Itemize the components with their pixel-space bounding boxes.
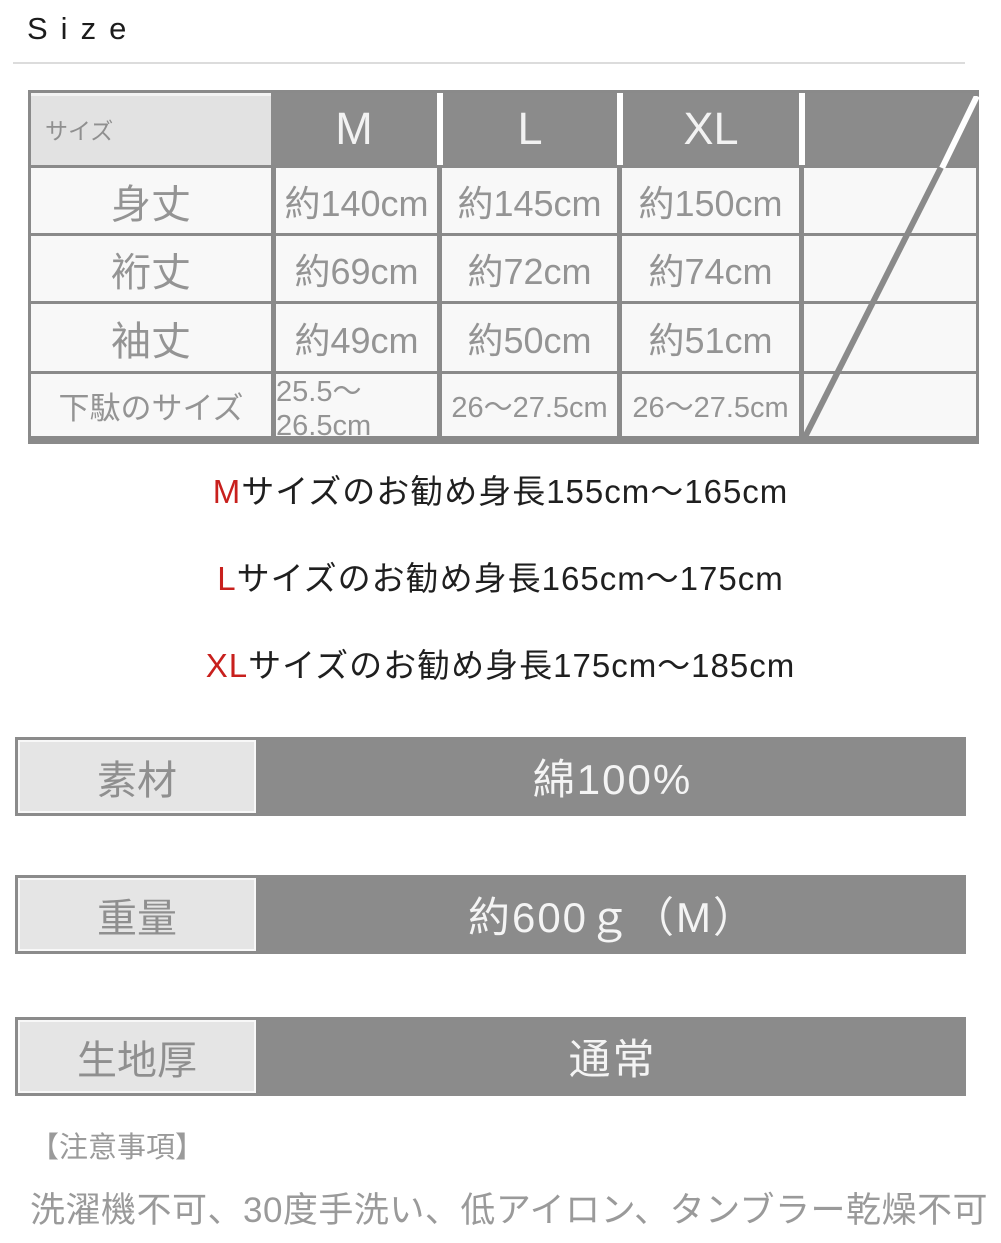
cell-yuki-length-m: 約69cm [271,233,437,301]
column-header-xl: XL [617,93,799,165]
care-notes-body: 洗濯機不可、30度手洗い、低アイロン、タンブラー乾燥不可 [30,1191,989,1230]
cell-body-length-xl: 約150cm [617,165,799,233]
cell-sleeve-length-xl: 約51cm [617,301,799,371]
recommendation-text-l: サイズのお勧め身長165cm～175cm [236,560,784,597]
cell-body-length-empty [799,165,976,233]
recommendation-text-m: サイズのお勧め身長155cm～165cm [241,473,789,510]
cell-geta-size-l: 26～27.5cm [437,371,617,436]
size-table: サイズ M L XL 身丈 約140cm 約145cm 約150cm 裄丈 約6… [28,90,979,444]
row-label-sleeve-length: 袖丈 [31,301,271,371]
spec-bar-fabric-thickness: 生地厚 通常 [15,1017,966,1096]
cell-body-length-l: 約145cm [437,165,617,233]
cell-geta-size-m: 25.5～26.5cm [271,371,437,442]
care-notes-heading: 【注意事項】 [30,1132,205,1164]
recommended-heights: Mサイズのお勧め身長155cm～165cm Lサイズのお勧め身長165cm～17… [0,469,1001,730]
page-title: Size [27,11,140,46]
spec-label-weight: 重量 [18,878,256,951]
recommendation-size-m: M [212,473,242,510]
spec-bar-material: 素材 綿100% [15,737,966,816]
spec-label-fabric-thickness: 生地厚 [18,1020,256,1093]
cell-yuki-length-l: 約72cm [437,233,617,301]
cell-sleeve-length-l: 約50cm [437,301,617,371]
size-table-corner-label: サイズ [31,93,271,165]
row-label-geta-size: 下駄のサイズ [31,371,271,436]
recommendation-line-l: Lサイズのお勧め身長165cm～175cm [0,556,1001,602]
cell-sleeve-length-m: 約49cm [271,301,437,371]
recommendation-size-xl: XL [205,647,249,684]
recommendation-size-l: L [217,560,237,597]
recommendation-line-m: Mサイズのお勧め身長155cm～165cm [0,469,1001,515]
spec-label-material: 素材 [18,740,256,813]
title-divider [13,62,965,64]
column-header-m: M [271,93,437,165]
spec-bar-weight: 重量 約600ｇ（M） [15,875,966,954]
cell-yuki-length-xl: 約74cm [617,233,799,301]
spec-value-weight: 約600ｇ（M） [467,894,758,941]
recommendation-line-xl: XLサイズのお勧め身長175cm～185cm [0,643,1001,689]
cell-geta-size-xl: 26～27.5cm [617,371,799,436]
cell-sleeve-length-empty [799,301,976,371]
row-label-yuki-length: 裄丈 [31,233,271,301]
cell-yuki-length-empty [799,233,976,301]
column-header-l: L [437,93,617,165]
spec-value-material: 綿100% [532,756,693,803]
row-label-body-length: 身丈 [31,165,271,233]
spec-value-fabric-thickness: 通常 [568,1036,657,1083]
cell-geta-size-empty [799,371,976,436]
cell-body-length-m: 約140cm [271,165,437,233]
recommendation-text-xl: サイズのお勧め身長175cm～185cm [248,647,796,684]
care-notes: 【注意事項】 洗濯機不可、30度手洗い、低アイロン、タンブラー乾燥不可 [30,1124,988,1233]
column-header-empty [799,93,976,165]
size-table-grid: サイズ M L XL 身丈 約140cm 約145cm 約150cm 裄丈 約6… [28,90,979,444]
